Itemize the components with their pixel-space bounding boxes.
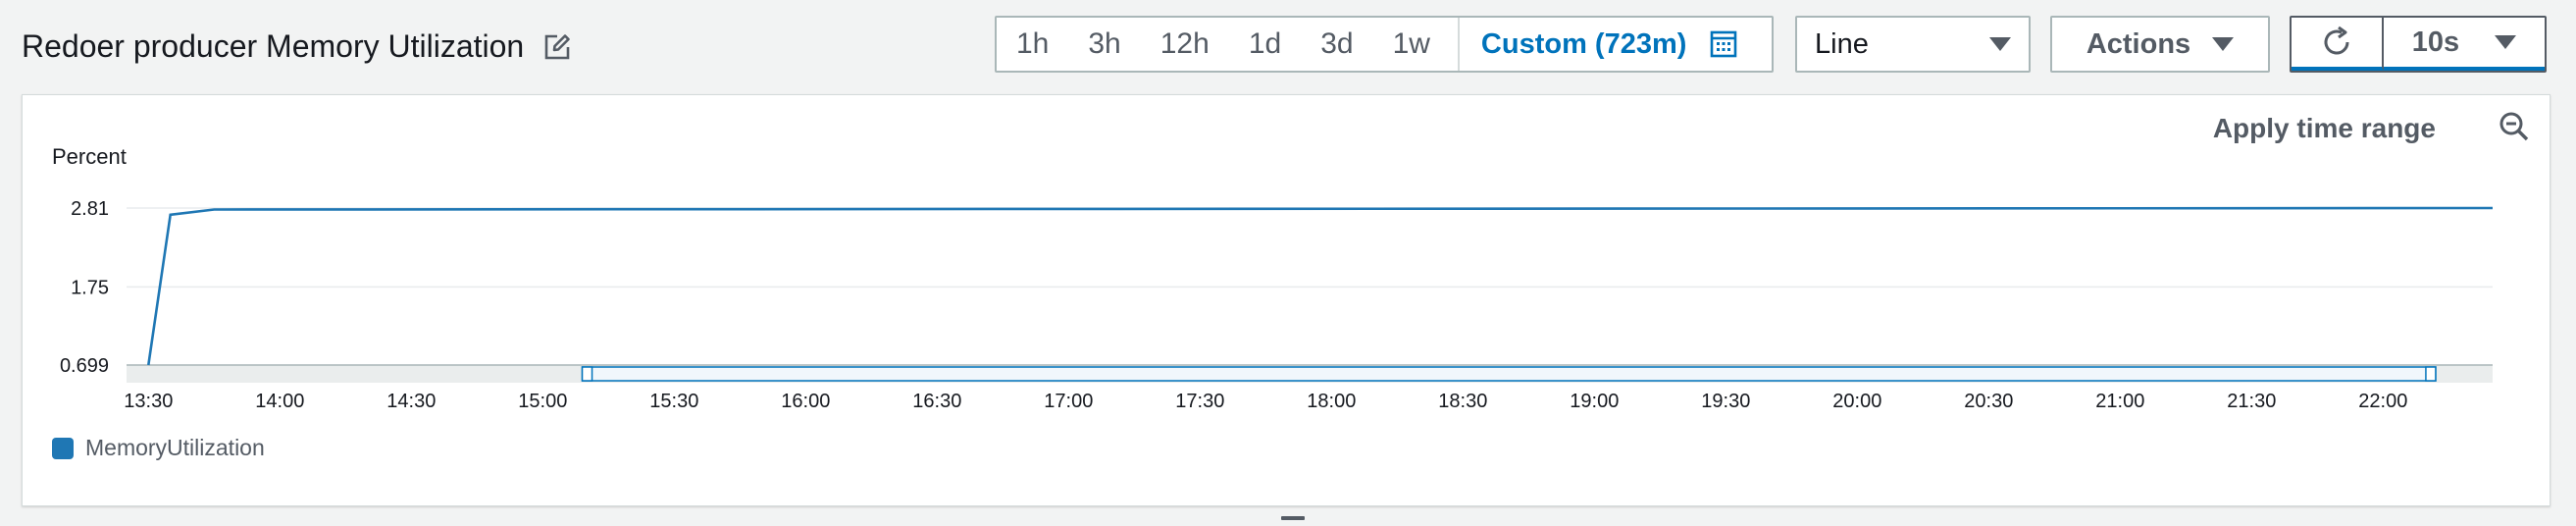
legend-label: MemoryUtilization: [85, 435, 265, 460]
y-tick-label: 0.699: [60, 355, 109, 377]
calendar-icon: [1711, 30, 1737, 58]
x-tick-label: 16:00: [781, 391, 830, 412]
actions-label: Actions: [2086, 27, 2191, 60]
x-tick-label: 21:30: [2227, 391, 2276, 412]
range-3h-button[interactable]: 3h: [1088, 27, 1121, 60]
edit-icon[interactable]: [543, 32, 571, 60]
widget-title: Redoer producer Memory Utilization: [22, 27, 525, 64]
chevron-down-icon: [2212, 37, 2235, 51]
y-axis-ticks: 2.81 1.75 0.699: [60, 198, 109, 377]
x-tick-label: 16:30: [912, 391, 961, 412]
x-tick-label: 17:30: [1175, 391, 1224, 412]
x-tick-label: 15:30: [649, 391, 698, 412]
widget-header: Redoer producer Memory Utilization 1h 3h…: [0, 0, 2576, 90]
range-12h-button[interactable]: 12h: [1159, 27, 1210, 60]
widget-title-bar: Redoer producer Memory Utilization: [22, 22, 571, 71]
chart-type-select[interactable]: Line: [1795, 16, 2031, 73]
chart-panel: Apply time range Percent 2.81 1.75 0.699 1…: [22, 94, 2550, 506]
legend-swatch: [52, 437, 74, 459]
range-3d-button[interactable]: 3d: [1320, 27, 1354, 60]
x-tick-label: 20:00: [1832, 391, 1881, 412]
x-axis-ticks: 13:30 14:00 14:30 15:00 15:30 16:00 16:30 17:00…: [124, 391, 2407, 412]
line-chart[interactable]: Percent 2.81 1.75 0.699 13:30 14:00 14:30 15:…: [23, 95, 2550, 429]
range-1h-button[interactable]: 1h: [1016, 27, 1050, 60]
range-custom-label: Custom (723m): [1480, 27, 1687, 60]
series-lines: [147, 206, 2494, 366]
chart-legend[interactable]: MemoryUtilization: [52, 435, 265, 461]
zoom-out-icon[interactable]: [2499, 111, 2530, 142]
resize-handle[interactable]: [1281, 516, 1305, 520]
range-custom-button[interactable]: Custom (723m): [1457, 18, 1760, 71]
x-tick-label: 15:00: [518, 391, 567, 412]
refresh-interval-select[interactable]: 10s: [2384, 18, 2545, 71]
refresh-icon: [2324, 26, 2349, 55]
refresh-interval-value: 10s: [2411, 26, 2460, 58]
chevron-down-icon: [2495, 35, 2517, 49]
x-tick-label: 20:30: [1964, 391, 2013, 412]
x-tick-label: 14:30: [386, 391, 436, 412]
x-tick-label: 19:30: [1701, 391, 1750, 412]
chevron-down-icon: [1989, 37, 2011, 51]
y-tick-label: 1.75: [71, 277, 109, 298]
time-brush[interactable]: [581, 366, 2437, 382]
y-axis-label: Percent: [52, 144, 127, 169]
range-1w-button[interactable]: 1w: [1392, 27, 1430, 60]
range-1d-button[interactable]: 1d: [1248, 27, 1282, 60]
time-range-selector: 1h 3h 12h 1d 3d 1w Custom (723m): [995, 16, 1774, 73]
refresh-control: 10s: [2290, 16, 2547, 73]
apply-time-range-button[interactable]: Apply time range: [2212, 113, 2436, 143]
x-tick-label: 21:00: [2095, 391, 2144, 412]
brush-handle[interactable]: [581, 366, 593, 382]
x-tick-label: 14:00: [255, 391, 304, 412]
x-tick-label: 19:00: [1570, 391, 1619, 412]
grid-lines: [127, 207, 2493, 383]
x-tick-label: 18:00: [1307, 391, 1356, 412]
actions-button[interactable]: Actions: [2050, 16, 2270, 73]
x-tick-label: 18:30: [1438, 391, 1487, 412]
x-tick-label: 17:00: [1044, 391, 1093, 412]
series-line-0: [147, 206, 2494, 366]
brush-selection[interactable]: [581, 366, 2437, 382]
refresh-button[interactable]: [2292, 18, 2384, 71]
x-tick-label: 13:30: [124, 391, 173, 412]
y-tick-label: 2.81: [71, 198, 109, 220]
brush-handle[interactable]: [2425, 366, 2437, 382]
chart-type-value: Line: [1815, 27, 1869, 60]
x-tick-label: 22:00: [2358, 391, 2407, 412]
